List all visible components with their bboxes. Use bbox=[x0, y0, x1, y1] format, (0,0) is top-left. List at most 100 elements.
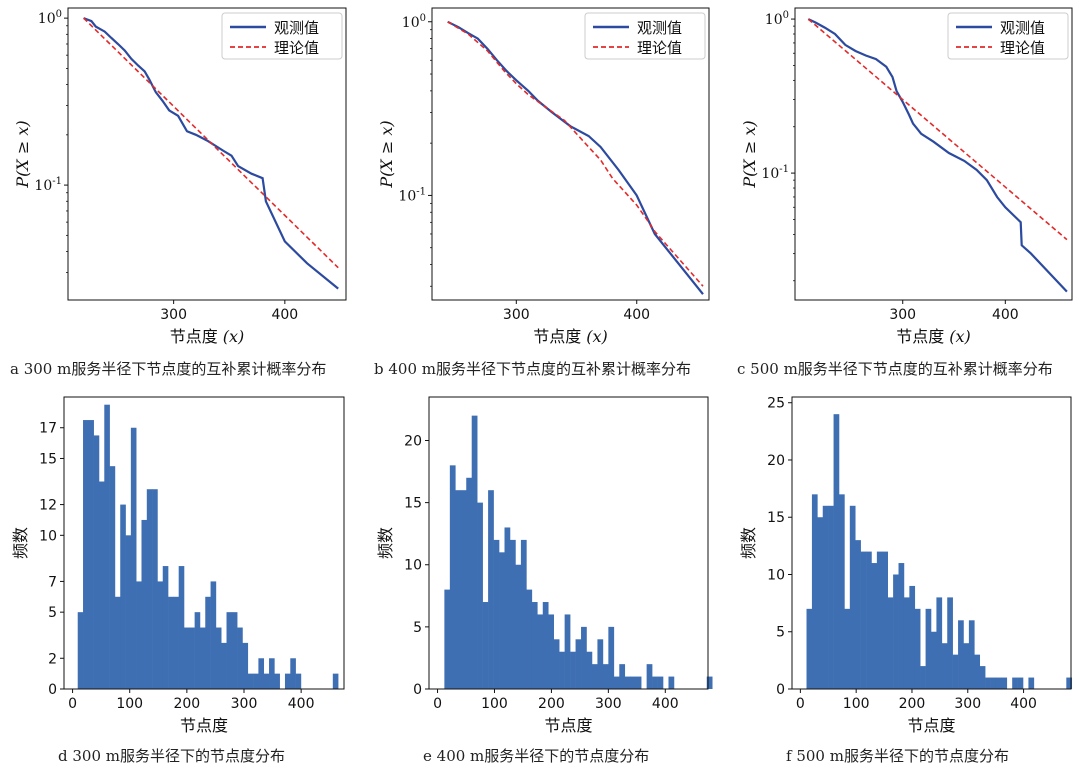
histogram-bar bbox=[597, 639, 604, 689]
histogram-bar bbox=[903, 597, 910, 689]
histogram-bar bbox=[630, 676, 636, 689]
x-tick-label: 200 bbox=[173, 696, 200, 712]
x-tick-label: 0 bbox=[796, 696, 805, 712]
x-axis-label: 节点度 bbox=[180, 716, 228, 735]
histogram-bar bbox=[925, 608, 932, 689]
x-tick-label: 200 bbox=[899, 696, 926, 712]
x-tick-label: 100 bbox=[116, 696, 143, 712]
histogram-bar bbox=[471, 415, 478, 689]
histogram-bar bbox=[652, 676, 658, 689]
histogram-bar bbox=[455, 490, 462, 689]
histogram-bar bbox=[564, 614, 571, 689]
histogram-bar bbox=[920, 666, 926, 689]
y-axis-label: 频数 bbox=[739, 527, 758, 559]
histogram-bar bbox=[136, 581, 142, 689]
histogram-bar bbox=[332, 673, 339, 689]
histogram-bar bbox=[1001, 677, 1008, 689]
histogram-bar bbox=[531, 602, 538, 689]
histogram-bar bbox=[83, 420, 89, 689]
x-tick-label: 300 bbox=[160, 307, 187, 323]
histogram-bar bbox=[822, 505, 829, 689]
histogram-bar bbox=[221, 642, 227, 689]
plot-frame bbox=[63, 396, 345, 690]
observed-series-line bbox=[807, 18, 1068, 293]
y-tick-label: 10 bbox=[404, 558, 422, 574]
legend-label-theory: 理论值 bbox=[637, 39, 682, 57]
histogram-bar bbox=[947, 597, 953, 689]
x-tick-label: 400 bbox=[623, 307, 650, 323]
histogram-bar bbox=[882, 551, 888, 689]
y-tick-label: 2 bbox=[48, 651, 57, 667]
chart-panel-e: 0 100 200 300 400 0 5 10 15 20 节点度 频数 bbox=[376, 396, 713, 735]
bar-group bbox=[77, 404, 339, 689]
histogram-bar bbox=[466, 477, 473, 689]
plot-frame bbox=[428, 396, 709, 690]
histogram-bar bbox=[668, 676, 675, 689]
caption-panel-d: d 300 m服务半径下的节点度分布 bbox=[58, 747, 285, 765]
x-tick-label: 100 bbox=[843, 696, 870, 712]
histogram-bar bbox=[109, 466, 116, 689]
histogram-bar bbox=[833, 414, 840, 689]
histogram-bar bbox=[509, 539, 516, 689]
histogram-bar bbox=[930, 631, 937, 689]
histogram-bar bbox=[591, 664, 598, 689]
histogram-bar bbox=[909, 585, 916, 689]
histogram-bar bbox=[114, 596, 121, 689]
y-tick-label: 5 bbox=[48, 605, 57, 621]
caption-panel-b: b 400 m服务半径下节点度的互补累计概率分布 bbox=[374, 360, 691, 378]
histogram-bar bbox=[460, 490, 467, 689]
histogram-bar bbox=[898, 563, 905, 689]
plot-frame bbox=[67, 7, 347, 301]
y-axis-label: P(X ≥ x) bbox=[377, 120, 396, 188]
y-tick-label: 15 bbox=[39, 451, 57, 467]
histogram-bar bbox=[871, 563, 878, 689]
histogram-bar bbox=[499, 552, 505, 689]
histogram-bar bbox=[482, 602, 489, 689]
histogram-bar bbox=[537, 614, 544, 689]
y-tick-label: 7 bbox=[48, 574, 57, 590]
histogram-bar bbox=[706, 676, 713, 689]
histogram-bar bbox=[559, 651, 565, 689]
histogram-bar bbox=[586, 651, 593, 689]
theory-series-line bbox=[807, 18, 1068, 241]
legend-box bbox=[584, 12, 706, 60]
histogram-bar bbox=[893, 574, 899, 689]
histogram-bar bbox=[963, 643, 970, 689]
histogram-bar bbox=[995, 677, 1002, 689]
histogram-bar bbox=[263, 673, 270, 689]
legend-label-observed: 观测值 bbox=[274, 19, 319, 37]
histogram-bar bbox=[269, 658, 275, 689]
histogram-bar bbox=[985, 677, 991, 689]
histogram-bar bbox=[602, 664, 609, 689]
histogram-bar bbox=[876, 551, 883, 689]
histogram-bar bbox=[1012, 677, 1018, 689]
histogram-bar bbox=[515, 564, 522, 689]
x-tick-label: 300 bbox=[889, 307, 916, 323]
legend-box bbox=[221, 12, 343, 60]
histogram-bar bbox=[887, 597, 894, 689]
x-tick-label: 300 bbox=[954, 696, 981, 712]
histogram-bar bbox=[210, 581, 217, 689]
caption-panel-f: f 500 m服务半径下的节点度分布 bbox=[786, 747, 1009, 765]
legend-label-theory: 理论值 bbox=[1000, 39, 1045, 57]
histogram-bar bbox=[646, 664, 653, 689]
legend-label-observed: 观测值 bbox=[637, 19, 682, 37]
histogram-bar bbox=[526, 589, 533, 689]
histogram-bar bbox=[811, 494, 818, 689]
x-tick-label: 200 bbox=[538, 696, 565, 712]
x-axis-label: 节点度 (x) bbox=[170, 327, 245, 346]
histogram-bar bbox=[855, 540, 861, 689]
histogram-bar bbox=[284, 673, 291, 689]
histogram-bar bbox=[104, 404, 110, 689]
histogram-bar bbox=[1028, 677, 1035, 689]
histogram-bar bbox=[258, 658, 265, 689]
y-tick-label: 10 bbox=[39, 528, 57, 544]
x-tick-label: 0 bbox=[433, 696, 442, 712]
histogram-bar bbox=[199, 627, 206, 689]
x-tick-label: 400 bbox=[271, 307, 298, 323]
histogram-bar bbox=[295, 673, 302, 689]
histogram-bar bbox=[548, 614, 554, 689]
